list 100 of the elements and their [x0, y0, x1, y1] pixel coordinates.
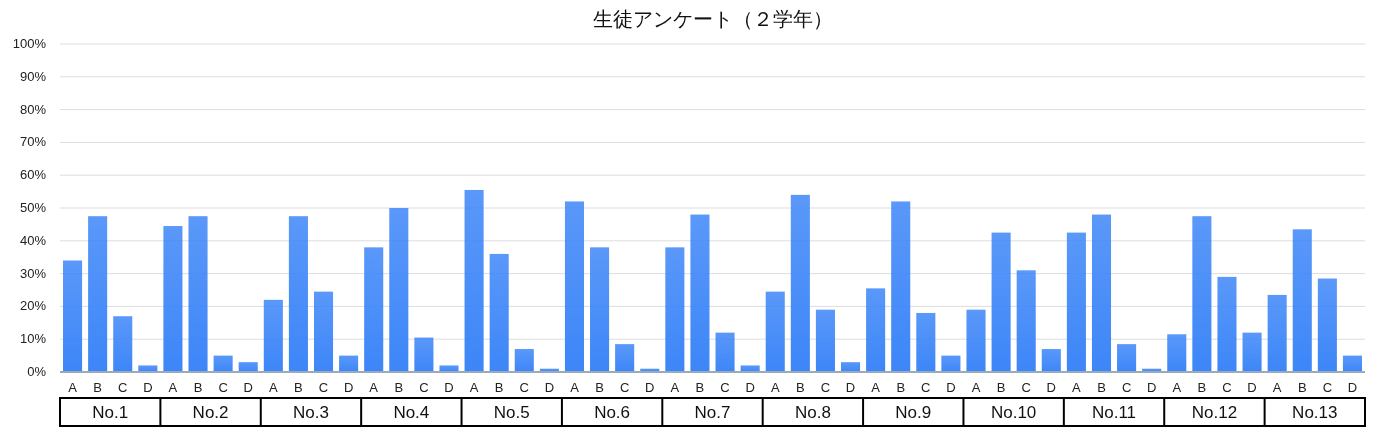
text: No.9 — [895, 403, 932, 422]
bar — [840, 362, 861, 372]
bar — [790, 194, 810, 372]
bar — [238, 362, 258, 372]
y-tick-label: 70% — [19, 134, 47, 150]
x-tick-label: D — [1046, 380, 1056, 395]
bar — [364, 247, 384, 372]
y-tick-label: 90% — [19, 68, 47, 84]
x-tick-label: B — [996, 380, 1006, 395]
bar — [1192, 216, 1212, 372]
bar — [815, 309, 835, 372]
bar — [690, 214, 710, 372]
y-tick-label: 30% — [19, 265, 47, 281]
text: No.12 — [1191, 403, 1238, 422]
bar — [1117, 344, 1137, 372]
bar — [63, 260, 83, 372]
x-tick-label: C — [318, 380, 329, 395]
bar — [313, 291, 334, 372]
x-tick-label: D — [143, 380, 153, 395]
bar — [1292, 229, 1312, 372]
x-tick-label: A — [268, 380, 278, 395]
bar — [740, 365, 760, 372]
chart-title: 生徒アンケート（２学年） — [592, 8, 833, 30]
text: No.8 — [794, 403, 831, 422]
bar — [339, 355, 359, 372]
text: No.1 — [92, 403, 129, 422]
x-tick-label: C — [1222, 380, 1232, 395]
bar — [514, 349, 534, 372]
x-tick-label: B — [494, 380, 504, 395]
bar — [439, 365, 459, 372]
text: No.6 — [594, 403, 631, 422]
x-tick-label: B — [1197, 380, 1207, 395]
x-tick-label: A — [469, 380, 479, 395]
bar — [1342, 355, 1362, 372]
x-tick-label: D — [544, 380, 555, 395]
bar — [464, 189, 484, 372]
x-tick-label: A — [369, 380, 379, 395]
x-tick-label: A — [971, 380, 981, 395]
bar — [765, 291, 785, 372]
bar — [991, 232, 1011, 372]
x-tick-label: C — [619, 380, 630, 395]
bar — [891, 201, 911, 372]
x-tick-label: C — [820, 380, 831, 395]
bar — [715, 332, 735, 372]
bar — [564, 201, 585, 372]
x-tick-label: D — [745, 380, 755, 395]
y-tick-label: 10% — [19, 331, 47, 347]
x-tick-label: D — [1247, 380, 1257, 395]
x-tick-label: B — [796, 380, 805, 395]
x-tick-label: D — [645, 380, 655, 395]
x-tick-label: A — [1272, 380, 1282, 395]
bar — [1041, 349, 1061, 372]
y-tick-label: 40% — [19, 232, 47, 248]
bar — [389, 208, 409, 372]
x-tick-label: D — [1146, 380, 1157, 395]
x-tick-label: C — [519, 380, 529, 395]
bar — [138, 365, 158, 372]
bar — [1016, 270, 1036, 372]
x-tick-label: C — [720, 380, 730, 395]
text: No.4 — [393, 403, 430, 422]
text: No.2 — [192, 403, 229, 422]
bar — [590, 247, 610, 372]
x-tick-label: C — [419, 380, 429, 395]
x-tick-label: B — [695, 380, 705, 395]
text: No.3 — [293, 403, 329, 422]
bar — [288, 216, 308, 372]
x-tick-label: A — [1172, 380, 1182, 395]
text: No.13 — [1292, 403, 1338, 422]
x-tick-label: C — [1121, 380, 1132, 395]
y-tick-label: 80% — [19, 101, 47, 117]
bar — [916, 312, 936, 372]
text: No.7 — [694, 403, 731, 422]
x-tick-label: B — [1297, 380, 1307, 395]
bar — [414, 337, 434, 372]
y-tick-label: 50% — [19, 200, 47, 215]
bar — [163, 226, 183, 372]
y-tick-label: 20% — [19, 298, 47, 314]
bar — [263, 299, 283, 372]
x-tick-label: A — [68, 380, 78, 395]
x-tick-label: C — [118, 380, 128, 395]
bar — [489, 253, 509, 372]
bar — [88, 216, 108, 372]
x-tick-label: C — [218, 380, 228, 395]
x-tick-label: D — [343, 380, 354, 395]
x-tick-label: B — [193, 380, 203, 395]
x-tick-label: B — [896, 380, 906, 395]
x-tick-label: B — [595, 380, 604, 395]
bar — [966, 309, 986, 372]
bar — [665, 247, 685, 372]
x-tick-label: D — [444, 380, 454, 395]
x-tick-label: C — [1322, 380, 1333, 395]
bar — [1317, 278, 1337, 372]
x-tick-label: A — [570, 380, 580, 395]
x-tick-label: C — [1021, 380, 1031, 395]
y-tick-label: 100% — [12, 36, 47, 51]
x-tick-label: D — [243, 380, 253, 395]
bar — [1167, 334, 1187, 372]
text: No.5 — [493, 403, 530, 422]
x-tick-label: B — [1097, 380, 1106, 395]
y-tick-label: 60% — [19, 167, 47, 183]
